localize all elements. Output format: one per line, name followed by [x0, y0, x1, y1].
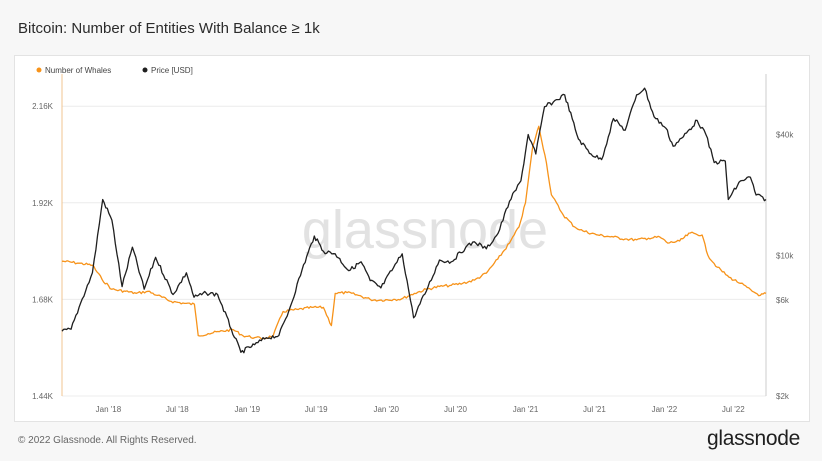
glassnode-logo: glassnode	[706, 427, 800, 450]
watermark: glassnode	[302, 200, 548, 260]
series-line-price	[61, 87, 767, 354]
right-tick-label: $2k	[776, 392, 790, 401]
left-axis-ticks: 1.44K 1.68K 1.92K 2.16K	[32, 102, 54, 401]
chart-panel: glassnode 1.44K 1.68K 1.92K 2.16K $2k $6k $10…	[14, 55, 810, 422]
left-tick-label: 2.16K	[32, 102, 54, 111]
legend-marker-price	[142, 67, 148, 73]
copyright-text: © 2022 Glassnode. All Rights Reserved.	[18, 435, 197, 446]
series-line-whales	[61, 125, 767, 340]
right-axis-ticks: $2k $6k $10k $40k	[776, 131, 794, 401]
x-tick-label: Jul '18	[166, 405, 189, 414]
left-tick-label: 1.68K	[32, 295, 54, 304]
right-tick-label: $40k	[776, 131, 794, 140]
x-tick-label: Jan '20	[373, 405, 399, 414]
legend-marker-whales	[36, 67, 42, 73]
gridlines	[62, 105, 766, 397]
x-tick-label: Jan '19	[235, 405, 261, 414]
page-title: Bitcoin: Number of Entities With Balance…	[18, 20, 320, 37]
x-tick-label: Jan '22	[652, 405, 678, 414]
chart: glassnode 1.44K 1.68K 1.92K 2.16K $2k $6k $10…	[32, 66, 794, 414]
x-tick-label: Jul '21	[583, 405, 606, 414]
legend-label-price[interactable]: Price [USD]	[151, 66, 193, 75]
x-tick-label: Jan '18	[96, 405, 122, 414]
x-tick-label: Jul '22	[722, 405, 745, 414]
x-axis-ticks: Jan '18 Jul '18 Jan '19 Jul '19 Jan '20 Jul '…	[96, 405, 746, 414]
x-tick-label: Jan '21	[513, 405, 539, 414]
x-tick-label: Jul '19	[305, 405, 328, 414]
series-layer	[61, 87, 767, 354]
legend-label-whales[interactable]: Number of Whales	[45, 66, 111, 75]
legend: Number of Whales Price [USD]	[36, 66, 193, 75]
right-tick-label: $10k	[776, 252, 794, 261]
x-tick-label: Jul '20	[444, 405, 467, 414]
right-tick-label: $6k	[776, 296, 790, 305]
left-tick-label: 1.92K	[32, 199, 54, 208]
left-tick-label: 1.44K	[32, 392, 54, 401]
